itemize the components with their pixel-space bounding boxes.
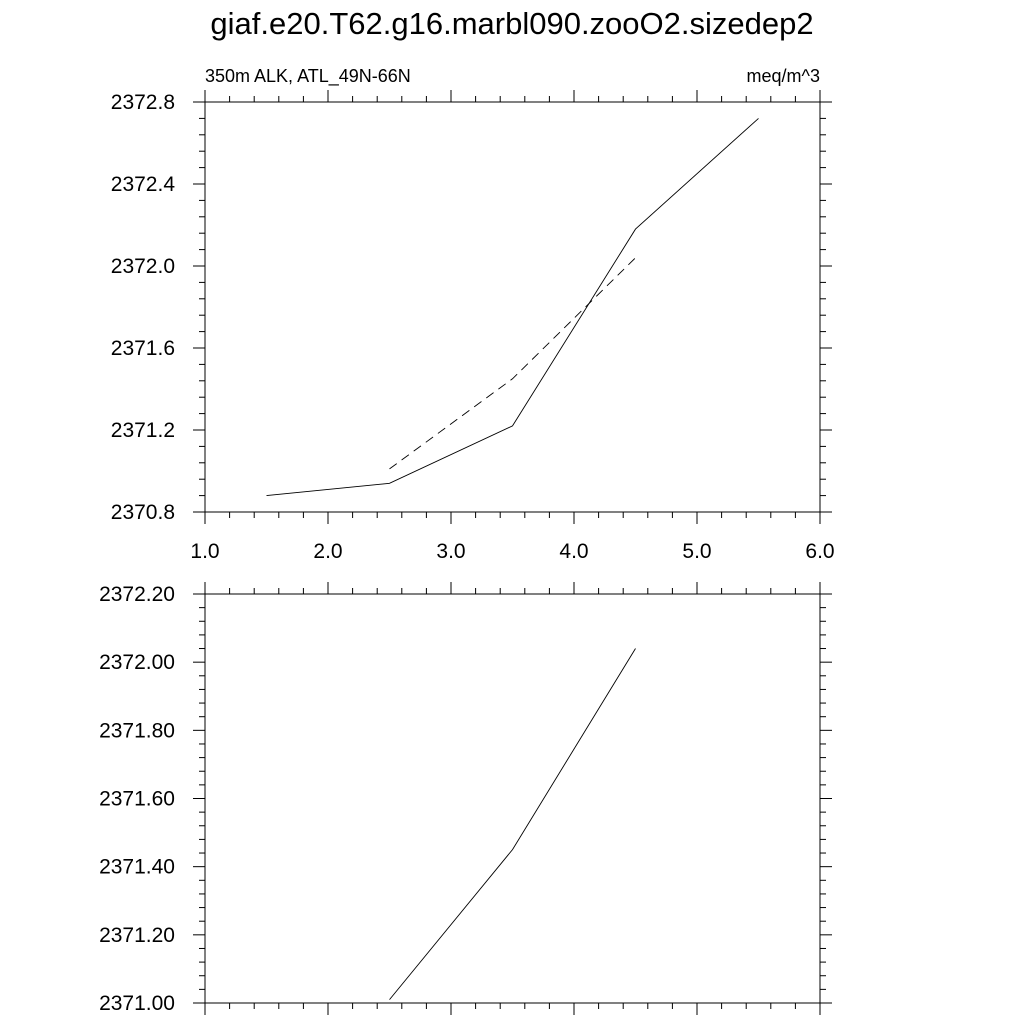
bottom-y-tick-label: 2371.80 [99, 719, 175, 742]
top-y-tick-label: 2372.0 [111, 255, 175, 278]
top-x-tick-label: 2.0 [313, 540, 342, 563]
top-x-tick-label: 4.0 [559, 540, 588, 563]
bottom-y-tick-label: 2372.00 [99, 651, 175, 674]
top-y-tick-label: 2370.8 [111, 501, 175, 524]
top-y-tick-label: 2371.6 [111, 337, 175, 360]
bottom-y-tick-label: 2371.00 [99, 992, 175, 1015]
top-plot-frame [204, 101, 821, 513]
top-units-label: meq/m^3 [747, 66, 820, 86]
bottom-chart: 2371.00 2371.20 2371.40 2371.60 2371.80 2372.… [99, 582, 832, 1015]
top-x-tick-label: 6.0 [805, 540, 834, 563]
bottom-y-tick-label: 2371.40 [99, 856, 175, 879]
bottom-y-tick-label: 2371.60 [99, 788, 175, 811]
top-y-tick-label: 2372.4 [111, 173, 176, 196]
page-title: giaf.e20.T62.g16.marbl090.zooO2.sizedep2 [210, 6, 814, 41]
bottom-y-tick-label: 2371.20 [99, 924, 175, 947]
top-left-label: 350m ALK, ATL_49N-66N [205, 66, 411, 87]
bottom-plot-frame [204, 593, 821, 1004]
top-x-tick-label: 3.0 [436, 540, 465, 563]
top-series-solid-line [266, 118, 759, 497]
bottom-series-solid-line [389, 648, 636, 1000]
top-y-tick-label: 2372.8 [111, 91, 175, 114]
top-series-dashed-line [389, 257, 636, 470]
top-chart: 350m ALK, ATL_49N-66N meq/m^3 1.0 2.0 3.0 4… [111, 66, 835, 563]
top-x-tick-label: 5.0 [682, 540, 711, 563]
bottom-y-tick-label: 2372.20 [99, 583, 175, 606]
top-y-tick-label: 2371.2 [111, 419, 175, 442]
top-x-tick-label: 1.0 [190, 540, 219, 563]
